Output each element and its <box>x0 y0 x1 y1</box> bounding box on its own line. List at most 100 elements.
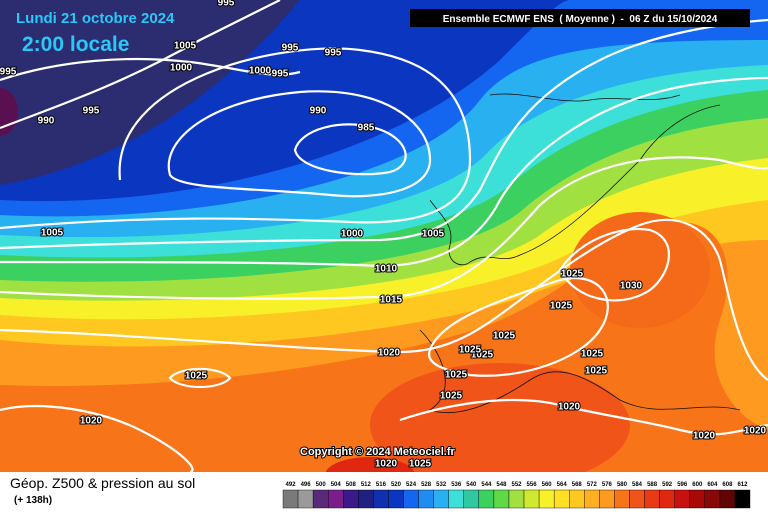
colorbar-swatch <box>433 489 449 509</box>
colorbar-label: 524 <box>406 482 417 488</box>
colorbar-label: 512 <box>361 482 372 488</box>
colorbar-swatch <box>719 489 736 509</box>
isobar-label: 995 <box>325 48 342 59</box>
colorbar-label: 564 <box>557 482 568 488</box>
colorbar-swatch <box>614 489 630 509</box>
isobar-label: 1025 <box>493 331 516 342</box>
isobar-label: 1020 <box>375 459 398 470</box>
isobar-label: 1025 <box>409 459 432 470</box>
isobar-label: 1005 <box>422 229 445 240</box>
colorbar-label: 544 <box>481 482 492 488</box>
colorbar-label: 560 <box>542 482 553 488</box>
colorbar-label: 528 <box>421 482 432 488</box>
colorbar-label: 500 <box>316 482 327 488</box>
colorbar-swatch <box>388 489 404 509</box>
colorbar-label: 612 <box>737 482 748 488</box>
time-label: 2:00 locale <box>22 33 129 56</box>
colorbar-label: 492 <box>286 482 297 488</box>
model-label: Ensemble ECMWF ENS ( Moyenne ) - 06 Z du… <box>443 14 718 25</box>
colorbar-swatch <box>508 489 525 509</box>
colorbar-swatch <box>297 489 314 509</box>
isobar-label: 995 <box>272 69 289 80</box>
isobars <box>0 0 768 436</box>
colorbar: 492 496 500 504 508 512 516 520 524 528 532 536 540 5… <box>282 482 751 509</box>
colorbar-label: 576 <box>602 482 613 488</box>
isobar-label: 995 <box>0 67 17 78</box>
footer-subtitle: (+ 138h) <box>14 495 52 506</box>
colorbar-swatch <box>538 489 555 509</box>
colorbar-swatch <box>312 489 329 509</box>
isobar-label: 1010 <box>375 264 398 275</box>
date-label: Lundi 21 octobre 2024 <box>16 10 175 27</box>
isobar-label: 1025 <box>440 391 463 402</box>
colorbar-swatch <box>282 489 299 509</box>
colorbar-label: 504 <box>331 482 342 488</box>
colorbar-swatch <box>689 489 706 509</box>
colorbar-label: 548 <box>496 482 507 488</box>
isobar-label: 1005 <box>41 228 64 239</box>
colorbar-label: 596 <box>677 482 688 488</box>
isobar-label: 1020 <box>693 431 716 442</box>
colorbar-label: 572 <box>587 482 598 488</box>
isobar-label: 1025 <box>459 345 482 356</box>
colorbar-swatch <box>403 489 419 509</box>
colorbar-label: 604 <box>707 482 718 488</box>
isobar-label: 1000 <box>249 66 272 77</box>
colorbar-swatch <box>343 489 359 509</box>
colorbar-swatch <box>373 489 389 509</box>
colorbar-label: 496 <box>301 482 312 488</box>
coastlines <box>419 93 741 414</box>
colorbar-label: 600 <box>692 482 703 488</box>
colorbar-label: 540 <box>466 482 477 488</box>
colorbar-label: 580 <box>617 482 628 488</box>
colorbar-label: 516 <box>376 482 387 488</box>
isobar-label: 1020 <box>378 348 401 359</box>
colorbar-swatch <box>599 489 615 509</box>
isobar-label: 985 <box>358 123 375 134</box>
colorbar-label: 568 <box>572 482 583 488</box>
isobar-label: 995 <box>83 106 100 117</box>
colorbar-swatch <box>478 489 495 509</box>
isobar-label: 990 <box>310 106 327 117</box>
isobar-label: 995 <box>282 43 299 54</box>
colorbar-swatch <box>674 489 690 509</box>
isobar-label: 1025 <box>445 370 468 381</box>
isobar-label: 1030 <box>620 281 643 292</box>
colorbar-swatch <box>463 489 480 509</box>
colorbar-swatch <box>327 489 344 509</box>
colorbar-label: 584 <box>632 482 643 488</box>
colorbar-swatch <box>448 489 464 509</box>
isobar-label: 990 <box>38 116 55 127</box>
isobar-label: 1025 <box>585 366 608 377</box>
colorbar-swatch <box>553 489 570 509</box>
colorbar-label: 592 <box>662 482 673 488</box>
isobar-label: 1025 <box>185 371 208 382</box>
colorbar-label: 536 <box>451 482 462 488</box>
colorbar-label: 588 <box>647 482 658 488</box>
colorbar-swatch <box>734 489 751 509</box>
colorbar-swatch <box>629 489 645 509</box>
isobar-label-layer: 995 1005 995 995 1000 1000 995 995 995 9… <box>0 0 768 471</box>
isobar-label: 1025 <box>581 349 604 360</box>
copyright: Copyright © 2024 Meteociel.fr <box>300 446 456 458</box>
model-box <box>410 9 750 27</box>
isobar-label: 1025 <box>471 350 494 361</box>
colorbar-label: 552 <box>511 482 522 488</box>
colorbar-label: 608 <box>722 482 733 488</box>
colorbar-swatch <box>644 489 660 509</box>
isobar-label: 1015 <box>380 295 403 306</box>
colorbar-swatch <box>704 489 721 509</box>
colorbar-swatch <box>659 489 675 509</box>
colorbar-label: 508 <box>346 482 357 488</box>
isobar-label: 1020 <box>80 416 103 427</box>
colorbar-swatch <box>358 489 374 509</box>
colorbar-label: 532 <box>436 482 447 488</box>
isobar-label: 1025 <box>550 301 573 312</box>
colorbar-swatch <box>523 489 540 509</box>
isobar-label: 1020 <box>744 426 767 437</box>
isobar-label: 1000 <box>170 63 193 74</box>
isobar-label: 1020 <box>558 402 581 413</box>
footer-title: Géop. Z500 & pression au sol <box>10 475 195 491</box>
colorbar-swatch <box>418 489 434 509</box>
